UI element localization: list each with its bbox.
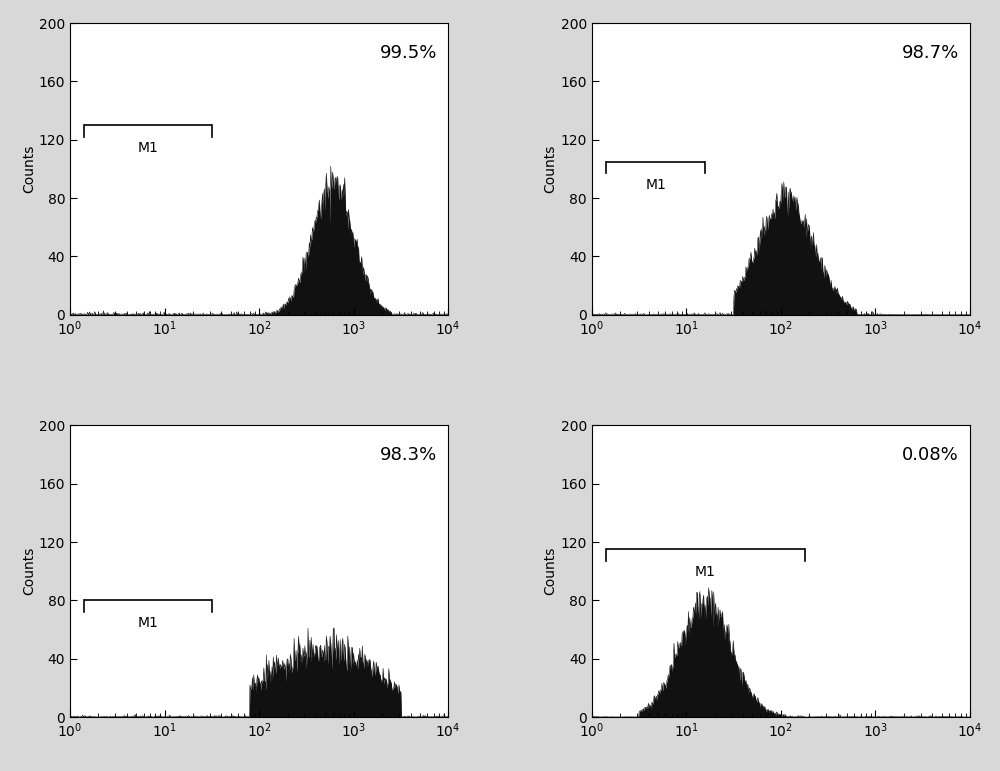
- Text: M1: M1: [645, 177, 666, 192]
- Y-axis label: Counts: Counts: [544, 547, 558, 595]
- Y-axis label: Counts: Counts: [544, 145, 558, 193]
- Y-axis label: Counts: Counts: [22, 145, 36, 193]
- Text: 99.5%: 99.5%: [379, 43, 437, 62]
- Text: M1: M1: [138, 141, 158, 155]
- Text: 0.08%: 0.08%: [902, 446, 959, 464]
- Text: 98.7%: 98.7%: [901, 43, 959, 62]
- Y-axis label: Counts: Counts: [22, 547, 36, 595]
- Text: 98.3%: 98.3%: [380, 446, 437, 464]
- Text: M1: M1: [695, 565, 716, 580]
- Text: M1: M1: [138, 617, 158, 631]
